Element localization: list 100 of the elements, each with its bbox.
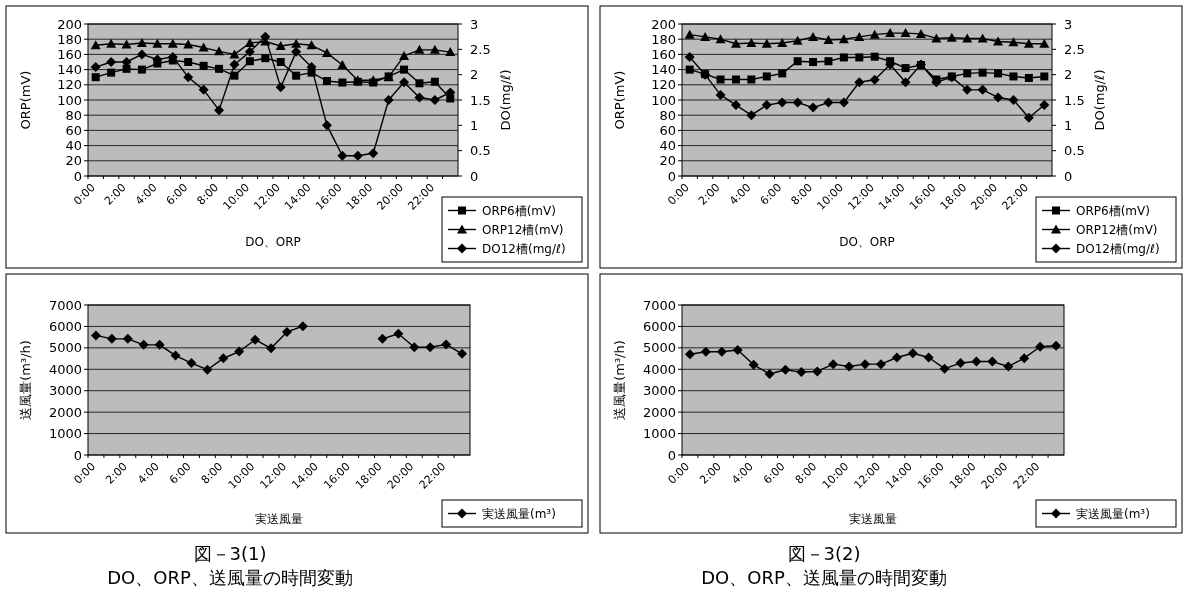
y-tick-label: 140 — [651, 62, 676, 78]
legend-label: ORP12槽(mV) — [1076, 223, 1158, 237]
point — [400, 65, 409, 74]
point — [746, 110, 757, 121]
point — [183, 72, 194, 83]
point — [962, 84, 973, 95]
y-tick-label: 60 — [65, 122, 82, 138]
point — [368, 148, 379, 159]
point — [415, 79, 424, 88]
point — [106, 333, 117, 344]
y-tick-label: 4000 — [48, 361, 82, 377]
y-tick-label: 2000 — [48, 404, 82, 420]
y2-tick-label: 2 — [1064, 67, 1073, 83]
point — [399, 50, 410, 60]
y-tick-label: 120 — [57, 77, 82, 93]
y-tick-label: 7000 — [642, 297, 676, 313]
point — [106, 38, 117, 48]
y2-tick-label: 3 — [1064, 16, 1073, 32]
text: 図－3(1) — [193, 543, 267, 564]
point — [823, 34, 834, 44]
y-tick-label: 200 — [651, 16, 676, 32]
point — [870, 52, 879, 61]
point — [792, 35, 803, 45]
y-axis-title: 送風量(m³/h) — [18, 340, 33, 420]
legend: 実送風量(m³) — [1035, 499, 1177, 528]
point — [716, 75, 725, 84]
y-tick-label: 5000 — [48, 340, 82, 356]
legend-label: 実送風量(m³) — [1076, 507, 1150, 521]
point — [199, 61, 208, 70]
y-tick-label: 2000 — [642, 404, 676, 420]
y2-tick-label: 2.5 — [1064, 41, 1085, 57]
y2-tick-label: 2 — [470, 67, 479, 83]
y-tick-label: 3000 — [642, 383, 676, 399]
y-tick-label: 80 — [65, 107, 82, 123]
point — [215, 64, 224, 73]
point — [746, 38, 757, 47]
point — [715, 34, 726, 44]
point — [939, 363, 950, 374]
point — [1039, 100, 1050, 111]
point — [137, 65, 146, 74]
point — [184, 58, 193, 66]
legend-label: 実送風量(m³) — [482, 507, 556, 521]
point — [152, 38, 163, 48]
point — [170, 350, 181, 361]
point — [321, 47, 332, 57]
point — [377, 333, 388, 344]
point — [971, 356, 982, 367]
point — [1008, 37, 1019, 47]
point — [684, 29, 695, 39]
point — [186, 358, 197, 369]
point — [1039, 38, 1050, 48]
point — [321, 120, 332, 131]
point — [90, 40, 101, 50]
point — [250, 334, 261, 345]
point — [106, 57, 117, 67]
point — [214, 105, 225, 116]
point — [732, 345, 743, 355]
text: DO、ORP、送風量の時間変動 — [701, 567, 947, 588]
point — [441, 339, 452, 350]
point — [812, 366, 823, 377]
point — [828, 359, 839, 370]
point — [860, 359, 871, 370]
point — [1019, 353, 1030, 364]
point — [91, 73, 100, 82]
point — [229, 59, 240, 70]
point — [352, 150, 363, 161]
point — [167, 38, 178, 48]
point — [409, 342, 420, 353]
point — [322, 77, 331, 85]
point — [292, 71, 301, 80]
point — [907, 348, 918, 359]
point — [747, 75, 756, 84]
point — [823, 97, 834, 108]
y-axis-title: ORP(mV) — [18, 70, 33, 130]
y-tick-label: 0 — [667, 168, 676, 184]
y-tick-label: 7000 — [48, 297, 82, 313]
point — [229, 49, 240, 59]
y-tick-label: 180 — [57, 31, 82, 47]
y2-tick-label: 0 — [1064, 168, 1073, 184]
point — [808, 102, 819, 113]
legend-label: DO12槽(mg/ℓ) — [1076, 242, 1160, 256]
y2-axis-title: DO(mg/ℓ) — [1092, 69, 1107, 131]
point — [266, 343, 277, 354]
point — [429, 95, 440, 105]
point — [844, 361, 855, 372]
point — [915, 28, 926, 38]
legend-label: DO12槽(mg/ℓ) — [482, 242, 566, 256]
point — [90, 62, 101, 73]
point — [445, 47, 456, 57]
point — [977, 33, 988, 43]
point — [780, 364, 791, 375]
point — [716, 346, 727, 357]
point — [994, 69, 1003, 78]
point — [684, 51, 695, 62]
y-tick-label: 40 — [659, 138, 676, 154]
point — [214, 46, 225, 56]
point — [338, 78, 347, 87]
point — [900, 28, 911, 38]
y2-tick-label: 1.5 — [1064, 92, 1085, 108]
point — [275, 82, 286, 93]
